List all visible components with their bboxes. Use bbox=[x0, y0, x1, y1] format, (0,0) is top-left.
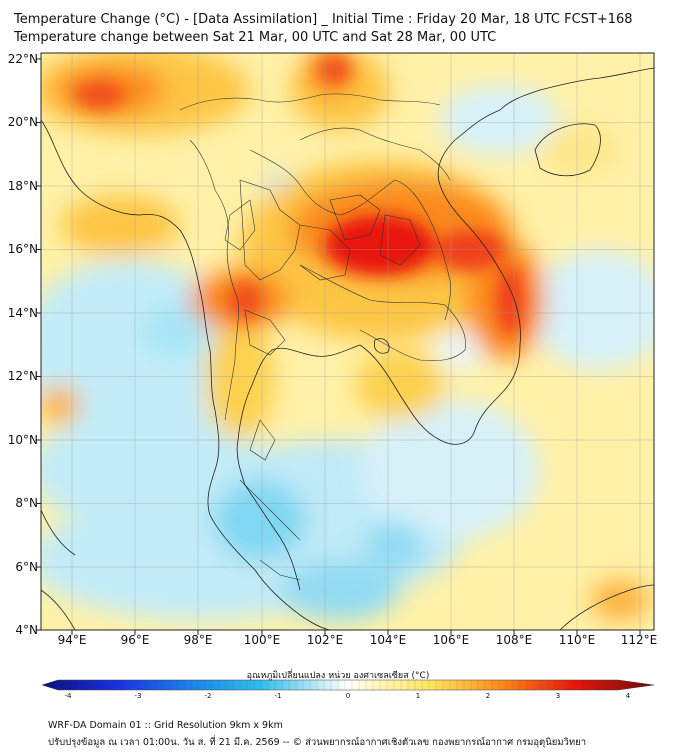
colorbar-tick-label: -2 bbox=[204, 692, 212, 700]
colorbar bbox=[41, 679, 655, 691]
colorbar-tick-label: 3 bbox=[555, 692, 561, 700]
lat-label: 10°N bbox=[7, 433, 38, 447]
lat-label: 22°N bbox=[7, 52, 38, 66]
lat-label: 20°N bbox=[7, 115, 38, 129]
map-title: Temperature Change (°C) - [Data Assimila… bbox=[14, 12, 633, 27]
lat-label: 16°N bbox=[7, 242, 38, 256]
axis-ticks bbox=[36, 58, 641, 635]
lat-label: 6°N bbox=[15, 560, 38, 574]
colorbar-tick-label: 0 bbox=[345, 692, 351, 700]
graticule bbox=[41, 53, 654, 630]
borders bbox=[179, 93, 466, 581]
footer-model-info: WRF-DA Domain 01 :: Grid Resolution 9km … bbox=[48, 720, 283, 731]
lon-label: 94°E bbox=[57, 633, 87, 647]
map-subtitle: Temperature change between Sat 21 Mar, 0… bbox=[14, 30, 497, 45]
lon-label: 104°E bbox=[369, 633, 407, 647]
lon-label: 100°E bbox=[243, 633, 281, 647]
lon-label: 106°E bbox=[432, 633, 470, 647]
footer-credit: ปรับปรุงข้อมูล ณ เวลา 01:00น. วัน ส. ที่… bbox=[48, 737, 587, 748]
colorbar-tick-label: -4 bbox=[64, 692, 72, 700]
plot-frame bbox=[40, 52, 655, 631]
lat-label: 12°N bbox=[7, 369, 38, 383]
lon-label: 108°E bbox=[495, 633, 533, 647]
coastlines bbox=[41, 67, 654, 630]
lat-label: 4°N bbox=[15, 623, 38, 637]
colorbar-tick-label: 4 bbox=[625, 692, 631, 700]
lon-label: 112°E bbox=[620, 633, 658, 647]
colorbar-tick-label: 1 bbox=[415, 692, 421, 700]
temperature-field bbox=[41, 53, 654, 630]
colorbar-tick-label: -3 bbox=[134, 692, 142, 700]
lon-label: 96°E bbox=[120, 633, 150, 647]
colorbar-bar bbox=[41, 679, 655, 691]
colorbar-tick-label: -1 bbox=[274, 692, 282, 700]
lon-label: 110°E bbox=[558, 633, 596, 647]
colorbar-tick-label: 2 bbox=[485, 692, 491, 700]
lon-label: 98°E bbox=[183, 633, 213, 647]
lat-label: 8°N bbox=[15, 496, 38, 510]
colorbar-title: อุณหภูมิเปลี่ยนแปลง หน่วย องศาเซลเซียส (… bbox=[246, 671, 430, 681]
lat-label: 18°N bbox=[7, 179, 38, 193]
lat-label: 14°N bbox=[7, 306, 38, 320]
lon-label: 102°E bbox=[306, 633, 344, 647]
